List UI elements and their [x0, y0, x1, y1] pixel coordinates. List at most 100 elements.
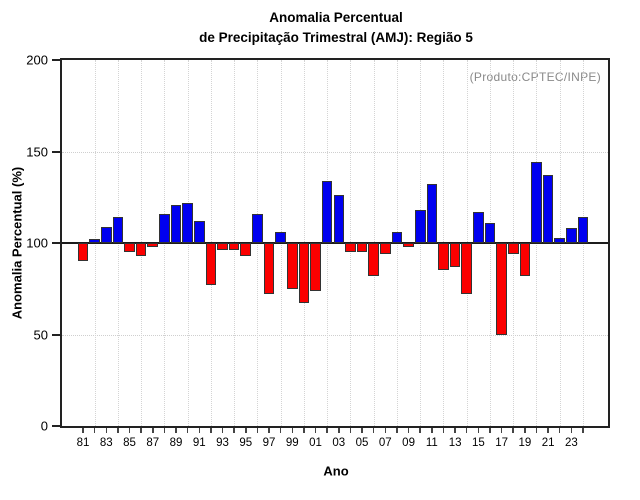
bar-2024	[577, 217, 589, 243]
x-tick-label-95: 95	[239, 437, 253, 449]
x-tick-2021	[547, 428, 549, 433]
bar-1996	[252, 213, 263, 243]
x-tick-1991	[198, 428, 201, 433]
bar-1994	[228, 243, 240, 251]
x-tick-1987	[152, 428, 154, 433]
bar-2021	[542, 175, 554, 243]
bar-1987	[147, 243, 159, 247]
bar-2005	[356, 243, 368, 253]
x-tick-2005	[361, 428, 363, 433]
plot-area: (Produto:CPTEC/INPE)	[60, 58, 610, 428]
bar-1986	[135, 243, 147, 256]
x-tick-label-93: 93	[216, 437, 229, 449]
bar-1995	[240, 243, 252, 256]
bar-2017	[496, 243, 507, 335]
x-tick-label-87: 87	[146, 437, 160, 449]
x-tick-2012	[442, 428, 445, 433]
x-tick-2008	[396, 428, 398, 433]
x-tick-2011	[431, 428, 433, 433]
y-tick-label-100: 100	[26, 235, 48, 251]
bar-2013	[449, 243, 461, 267]
y-tick-label-150: 150	[26, 144, 48, 159]
x-tick-1992	[210, 428, 212, 433]
x-tick-label-81: 81	[76, 437, 90, 449]
x-tick-2014	[465, 428, 468, 433]
x-tick-label-09: 09	[402, 437, 415, 449]
x-tick-1986	[140, 428, 142, 433]
bar-1989	[170, 204, 182, 243]
x-tick-2009	[407, 428, 410, 433]
bar-2018	[507, 243, 519, 254]
chart-title-line1: Anomalia Percentual	[269, 10, 403, 25]
bar-2022	[554, 237, 566, 243]
x-tick-1984	[117, 428, 119, 433]
bar-2003	[333, 195, 345, 243]
x-tick-1993	[221, 428, 224, 433]
x-tick-label-83: 83	[99, 437, 113, 449]
x-tick-1981	[82, 428, 84, 433]
x-tick-2017	[500, 428, 503, 433]
x-tick-1997	[268, 428, 270, 433]
chart-title-line2: de Precipitação Trimestral (AMJ): Região…	[199, 30, 473, 45]
y-tick-50	[52, 333, 60, 336]
bar-1990	[182, 202, 193, 243]
x-tick-2000	[303, 428, 305, 433]
bar-2019	[519, 243, 531, 276]
x-tick-1983	[105, 428, 107, 433]
bar-2007	[380, 243, 391, 254]
x-tick-1996	[256, 428, 259, 433]
bar-2014	[461, 243, 473, 295]
gridline-h-50	[62, 334, 608, 336]
bar-1982	[89, 239, 100, 243]
bar-2002	[321, 180, 333, 243]
x-tick-1985	[128, 428, 131, 433]
x-tick-label-15: 15	[471, 437, 485, 449]
y-tick-0	[52, 425, 60, 427]
x-tick-label-89: 89	[169, 437, 183, 449]
x-tick-label-97: 97	[262, 437, 276, 449]
y-tick-100	[52, 242, 60, 244]
x-tick-label-23: 23	[564, 437, 578, 449]
x-tick-2010	[419, 428, 421, 433]
bar-1981	[77, 243, 89, 262]
x-tick-label-01: 01	[309, 437, 322, 449]
x-tick-1998	[279, 428, 282, 433]
x-tick-2023	[570, 428, 573, 433]
x-tick-2007	[384, 428, 387, 433]
x-tick-1995	[245, 428, 247, 433]
y-tick-150	[52, 150, 60, 153]
bar-2016	[484, 222, 496, 243]
x-tick-2020	[535, 428, 538, 433]
bar-1988	[159, 213, 170, 243]
bar-2012	[438, 243, 449, 271]
bar-2000	[298, 243, 310, 304]
bar-2011	[426, 184, 438, 243]
bar-1984	[112, 217, 124, 243]
bar-2008	[391, 232, 403, 243]
x-tick-2001	[314, 428, 317, 433]
x-tick-1999	[291, 428, 294, 433]
x-tick-label-17: 17	[495, 437, 508, 449]
x-tick-1990	[186, 428, 189, 433]
x-tick-2018	[512, 428, 514, 433]
baseline-100	[62, 242, 608, 244]
x-tick-2016	[489, 428, 491, 433]
gridline-h-150	[62, 151, 608, 153]
x-tick-2003	[338, 428, 340, 433]
x-tick-1988	[163, 428, 166, 433]
chart-title: Anomalia Percentual de Precipitação Trim…	[60, 8, 612, 48]
bar-2009	[403, 243, 414, 247]
product-annotation: (Produto:CPTEC/INPE)	[469, 70, 601, 84]
x-tick-label-05: 05	[355, 437, 369, 449]
y-tick-200	[52, 59, 60, 61]
x-tick-1989	[175, 428, 177, 433]
bar-2001	[310, 243, 321, 291]
bar-1991	[193, 221, 205, 243]
bar-1998	[275, 232, 286, 243]
x-tick-2019	[524, 428, 526, 433]
x-axis-label: Ano	[323, 463, 349, 479]
y-tick-label-50: 50	[33, 327, 48, 342]
bar-1992	[205, 243, 217, 286]
bar-2010	[414, 210, 426, 243]
